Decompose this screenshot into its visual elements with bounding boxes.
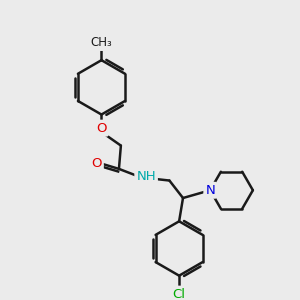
- Text: O: O: [96, 122, 107, 135]
- Text: N: N: [205, 184, 215, 197]
- Text: CH₃: CH₃: [91, 36, 112, 49]
- Text: NH: NH: [136, 170, 156, 183]
- Text: O: O: [92, 157, 102, 169]
- Text: Cl: Cl: [172, 288, 186, 300]
